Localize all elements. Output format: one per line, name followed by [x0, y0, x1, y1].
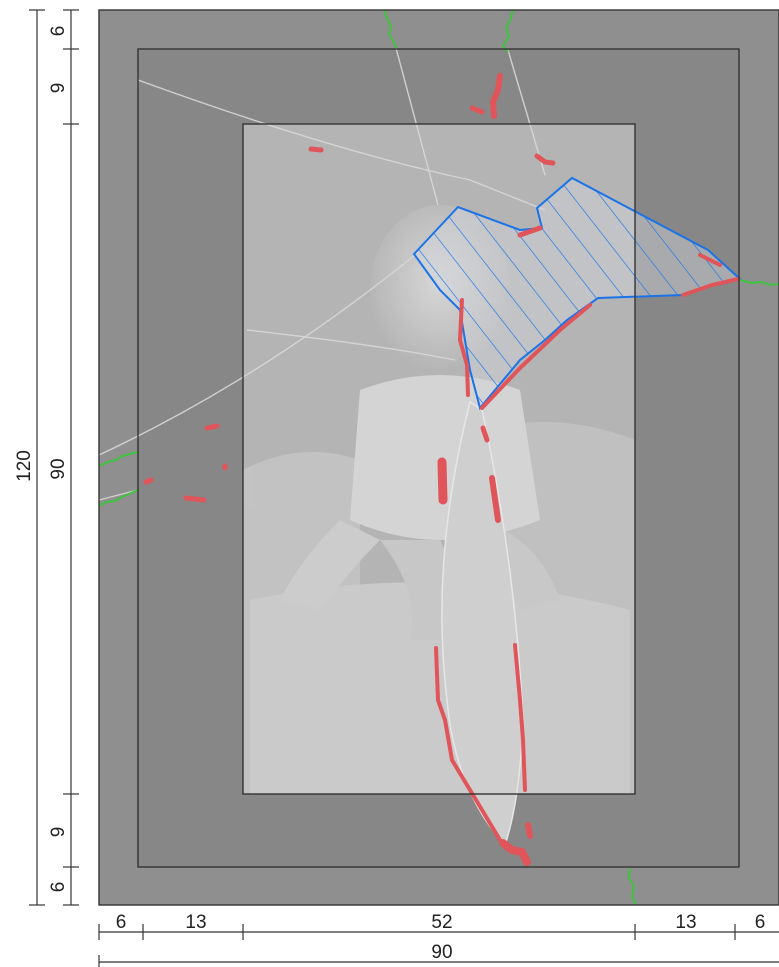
v-dim-label-4: 9 [48, 827, 69, 838]
horizontal-dimensions [98, 924, 779, 967]
vertical-dimensions [29, 9, 79, 906]
h-dim-label-5: 6 [755, 912, 766, 933]
h-dim-label-1: 6 [116, 912, 127, 933]
photo-content [243, 205, 635, 794]
v-dim-label-2: 9 [48, 83, 69, 94]
h-dim-label-3: 52 [431, 912, 452, 933]
fracture-lines [98, 47, 546, 501]
v-dim-total: 120 [14, 450, 35, 482]
v-dim-label-1: 6 [48, 26, 69, 37]
v-dim-label-3: 90 [48, 458, 69, 479]
h-dim-label-2: 13 [185, 912, 206, 933]
edge-cracks [98, 9, 779, 906]
v-dim-label-5: 6 [48, 882, 69, 893]
h-dim-total: 90 [431, 942, 452, 963]
flaking-marks [143, 73, 740, 866]
frame-lines [98, 9, 779, 906]
h-dim-label-4: 13 [675, 912, 696, 933]
